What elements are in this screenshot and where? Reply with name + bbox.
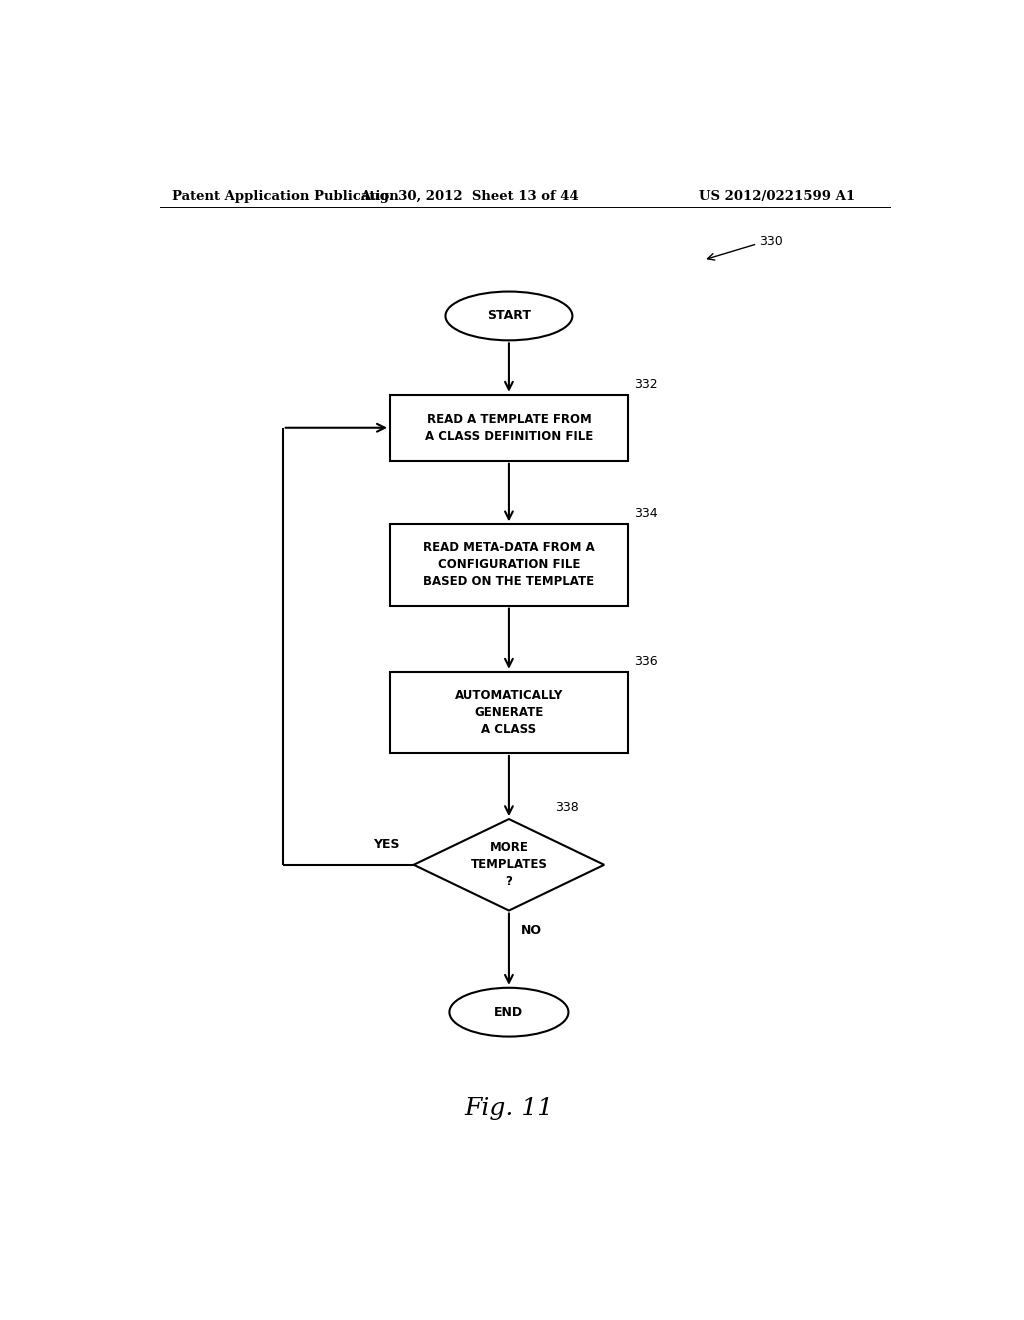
Bar <box>390 395 628 461</box>
Text: Aug. 30, 2012  Sheet 13 of 44: Aug. 30, 2012 Sheet 13 of 44 <box>359 190 579 202</box>
Text: MORE
TEMPLATES
?: MORE TEMPLATES ? <box>470 841 548 888</box>
Text: AUTOMATICALLY
GENERATE
A CLASS: AUTOMATICALLY GENERATE A CLASS <box>455 689 563 735</box>
Text: READ META-DATA FROM A
CONFIGURATION FILE
BASED ON THE TEMPLATE: READ META-DATA FROM A CONFIGURATION FILE… <box>423 541 595 589</box>
Bar <box>390 672 628 752</box>
Text: READ A TEMPLATE FROM
A CLASS DEFINITION FILE: READ A TEMPLATE FROM A CLASS DEFINITION … <box>425 413 593 442</box>
Text: Patent Application Publication: Patent Application Publication <box>172 190 398 202</box>
Text: Fig. 11: Fig. 11 <box>464 1097 554 1121</box>
Text: 334: 334 <box>634 507 658 520</box>
Text: START: START <box>487 309 530 322</box>
Bar <box>390 524 628 606</box>
Text: 330: 330 <box>759 235 782 248</box>
Text: US 2012/0221599 A1: US 2012/0221599 A1 <box>699 190 855 202</box>
Text: END: END <box>495 1006 523 1019</box>
Text: 338: 338 <box>555 801 579 814</box>
Text: 336: 336 <box>634 655 658 668</box>
Text: 332: 332 <box>634 378 658 391</box>
Text: NO: NO <box>521 924 542 937</box>
Text: YES: YES <box>373 838 399 851</box>
